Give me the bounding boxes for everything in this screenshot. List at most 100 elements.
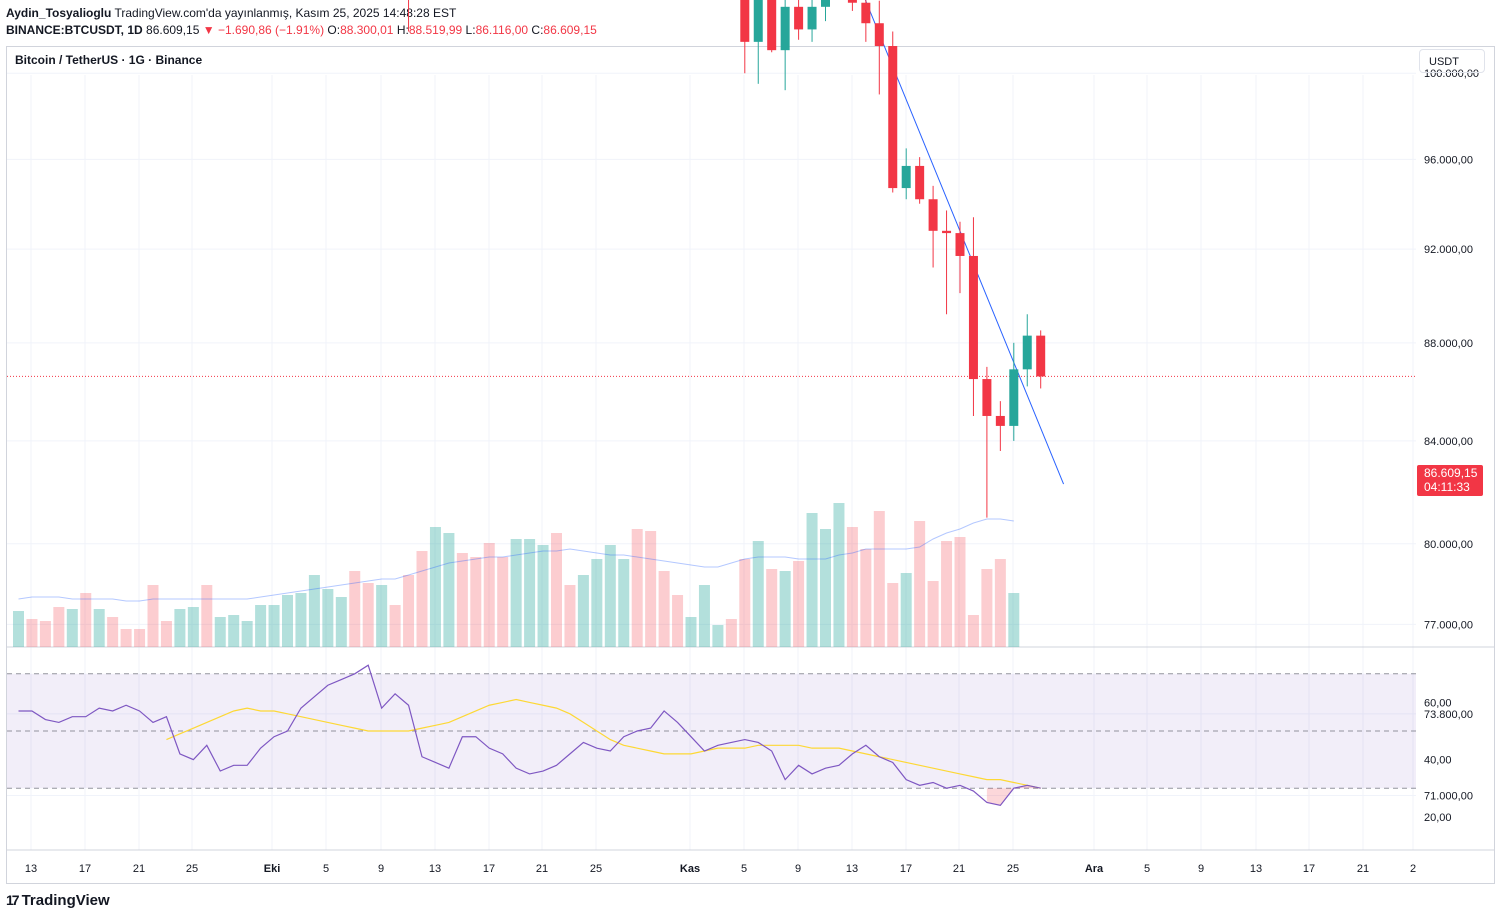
candle-body — [753, 0, 763, 42]
candle — [982, 366, 992, 518]
rsi-oversold-fill — [986, 785, 1041, 806]
volume-bar — [752, 541, 764, 647]
volume-bar — [456, 553, 468, 647]
close-label: C: — [531, 23, 544, 37]
time-tick-label: 5 — [741, 863, 747, 875]
volume-bar — [201, 585, 213, 647]
candle — [408, 0, 410, 32]
tradingview-logo-icon: 17 — [6, 892, 20, 908]
volume-bar — [967, 615, 979, 647]
candle — [901, 148, 911, 200]
volume-bar — [954, 537, 966, 647]
candle-body — [901, 165, 911, 189]
candle-body — [928, 199, 938, 231]
time-tick-label: 21 — [953, 863, 965, 875]
volume-bar — [873, 511, 885, 647]
volume-bar — [403, 575, 415, 647]
rsi-tick-label: 60,00 — [1424, 697, 1452, 709]
time-tick-label: 9 — [795, 863, 801, 875]
published-info: TradingView.com'da yayınlanmış, Kasım 25… — [114, 6, 457, 20]
tradingview-logo[interactable]: 17 TradingView — [6, 892, 110, 909]
current-price-tag: 86.609,15 04:11:33 — [1417, 465, 1483, 496]
down-arrow-icon: ▼ — [202, 23, 215, 37]
candle-body — [740, 0, 750, 42]
time-tick-label: 2 — [1410, 863, 1416, 875]
volume-bar — [308, 575, 320, 647]
volume-bar — [241, 621, 253, 647]
candle-body — [807, 6, 817, 30]
time-tick-label: 13 — [1250, 863, 1262, 875]
price-change: −1.690,86 (−1.91%) — [217, 23, 325, 37]
candle — [740, 0, 750, 74]
volume-bar — [228, 615, 240, 647]
price-tick-label: 88.000,00 — [1424, 338, 1473, 350]
time-tick-label: 25 — [186, 863, 198, 875]
candle — [955, 221, 965, 294]
volume-bar — [927, 581, 939, 647]
price-tick-label: 77.000,00 — [1424, 619, 1473, 631]
volume-bar — [766, 569, 778, 647]
volume-bar — [416, 551, 428, 647]
volume-bar — [483, 543, 495, 647]
time-tick-label: 21 — [133, 863, 145, 875]
rsi-series — [18, 664, 1041, 807]
time-tick-label: 25 — [590, 863, 602, 875]
candle — [807, 0, 817, 42]
candle-body — [874, 23, 884, 47]
volume-bar — [941, 541, 953, 647]
volume-bar — [147, 585, 159, 647]
volume-bar — [524, 539, 536, 647]
volume-bar — [779, 571, 791, 647]
volume-bar — [335, 597, 347, 647]
volume-bar — [833, 503, 845, 647]
candle-body — [767, 0, 777, 51]
candle-body — [861, 2, 871, 24]
volume-bar — [187, 607, 199, 647]
candle — [1009, 342, 1019, 441]
volume-bar — [268, 605, 280, 647]
volume-bar — [793, 561, 805, 647]
candle-body — [942, 230, 952, 234]
time-tick-label: 13 — [846, 863, 858, 875]
candle-body — [794, 6, 804, 30]
volume-ma-series — [18, 518, 1014, 602]
currency-button[interactable]: USDT — [1419, 49, 1485, 73]
volume-bar — [282, 595, 293, 647]
volume-bar — [658, 571, 670, 647]
candle-body — [915, 165, 925, 200]
low-value: 86.116,00 — [475, 23, 529, 37]
low-label: L: — [465, 23, 476, 37]
time-tick-label: 5 — [323, 863, 329, 875]
open-label: O: — [327, 23, 341, 37]
candle — [861, 0, 871, 42]
volume-bar — [13, 611, 24, 647]
time-tick-label: 9 — [378, 863, 384, 875]
volume-bar — [322, 589, 334, 647]
chart-header: Aydin_Tosyalioglu TradingView.com'da yay… — [6, 5, 597, 39]
high-label: H: — [396, 23, 409, 37]
price-tick-label: 96.000,00 — [1424, 154, 1473, 166]
open-value: 88.300,01 — [340, 23, 394, 37]
volume-bar — [698, 585, 710, 647]
volume-bar — [66, 609, 78, 647]
rsi-band — [7, 673, 1416, 789]
volume-bar — [739, 559, 751, 647]
volume-bar — [80, 593, 92, 647]
rsi-ma-series — [166, 698, 1041, 789]
volume-bar — [712, 625, 724, 647]
time-tick-label: Kas — [680, 863, 700, 875]
volume-bar — [887, 583, 899, 647]
author-name[interactable]: Aydin_Tosyalioglu — [6, 6, 112, 20]
time-tick-label: 13 — [25, 863, 37, 875]
bar-countdown: 04:11:33 — [1424, 480, 1470, 494]
rsi-tick-label: 20,00 — [1424, 812, 1452, 824]
volume-bar — [443, 533, 455, 647]
volume-bar — [429, 527, 441, 647]
candle-body — [1036, 335, 1046, 377]
volume-bar — [376, 585, 388, 647]
volume-bar — [914, 521, 926, 647]
chart-frame — [6, 46, 1495, 884]
volume-bar — [672, 595, 684, 647]
volume-bar — [107, 617, 119, 647]
